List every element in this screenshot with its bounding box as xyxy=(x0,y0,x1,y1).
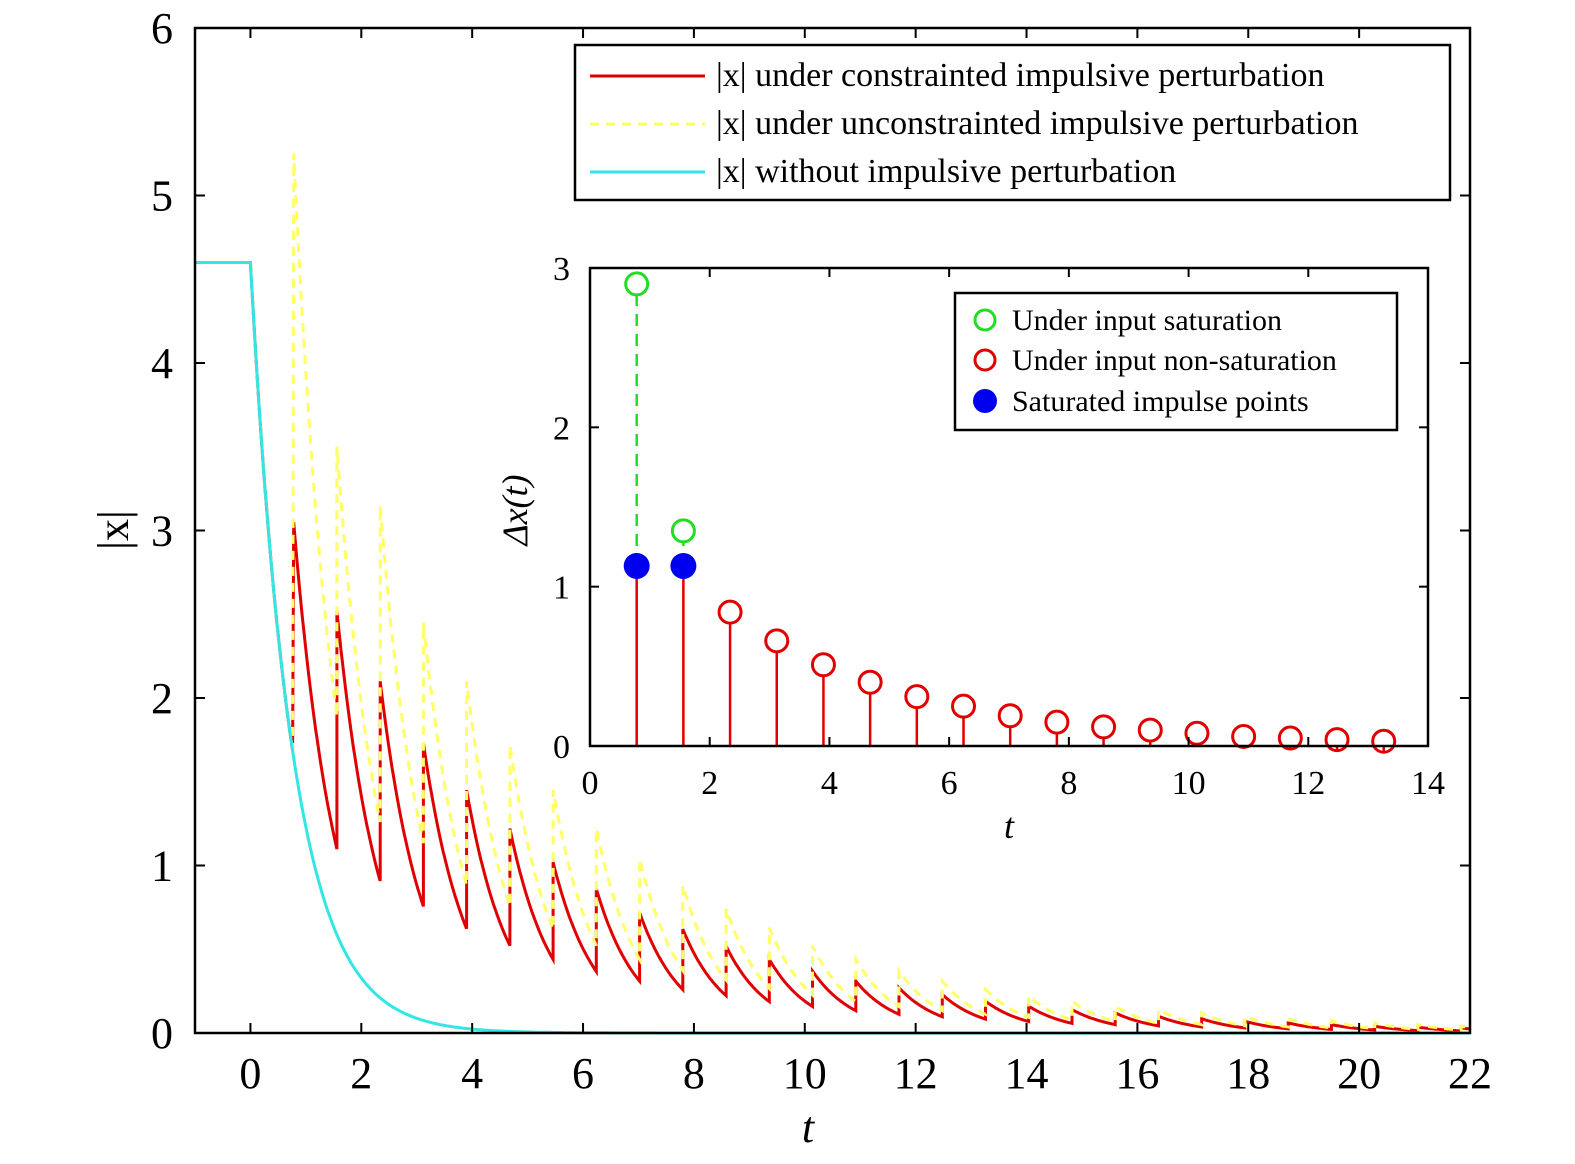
main-series-line xyxy=(195,261,1471,1033)
main-x-tick-label: 0 xyxy=(239,1049,261,1098)
main-x-tick-label: 10 xyxy=(783,1049,827,1098)
inset-legend-label-saturated-points: Saturated impulse points xyxy=(1012,385,1309,418)
inset-x-ticks: 0 2 4 6 8 10 12 14 xyxy=(582,268,1445,802)
inset-saturation-marker xyxy=(670,518,696,544)
inset-axes-frame xyxy=(588,266,1430,748)
main-series-line xyxy=(195,153,1471,1032)
main-x-ticks: 0 2 4 6 8 10 12 14 16 18 20 22 xyxy=(239,28,1492,1098)
main-y-tick-label: 0 xyxy=(151,1009,173,1058)
inset-nonsaturation-marker xyxy=(1044,709,1070,735)
main-x-label: t xyxy=(802,1103,816,1152)
inset-plot-area xyxy=(623,271,1397,754)
legend-label-unconstrained: |x| under unconstrainted impulsive pertu… xyxy=(716,105,1358,142)
main-x-tick-label: 18 xyxy=(1226,1049,1270,1098)
main-y-tick-label: 5 xyxy=(151,172,173,221)
inset-x-tick-label: 14 xyxy=(1411,765,1445,802)
inset-nonsaturation-marker xyxy=(997,703,1023,729)
legend-label-without: |x| without impulsive perturbation xyxy=(716,153,1176,190)
inset-y-ticks: 0 1 2 3 xyxy=(553,251,1428,766)
main-x-tick-label: 8 xyxy=(683,1049,705,1098)
inset-nonsaturation-marker xyxy=(764,628,790,654)
main-y-tick-label: 3 xyxy=(151,507,173,556)
main-legend: |x| under constrainted impulsive perturb… xyxy=(573,43,1452,202)
inset-x-tick-label: 2 xyxy=(701,765,718,802)
inset-nonsaturation-marker xyxy=(1137,717,1163,743)
main-x-tick-label: 22 xyxy=(1448,1049,1492,1098)
inset-x-tick-label: 4 xyxy=(821,765,838,802)
inset-legend-marker-nonsaturation xyxy=(973,348,997,372)
inset-x-tick-label: 6 xyxy=(941,765,958,802)
inset-nonsaturation-marker xyxy=(810,652,836,678)
inset-nonsaturation-marker xyxy=(1277,725,1303,751)
inset-x-tick-label: 8 xyxy=(1060,765,1077,802)
main-x-tick-label: 4 xyxy=(461,1049,483,1098)
inset-saturation-marker xyxy=(624,271,650,297)
main-x-tick-label: 14 xyxy=(1005,1049,1049,1098)
main-y-tick-label: 4 xyxy=(151,339,173,388)
inset-nonsaturation-marker xyxy=(1184,720,1210,746)
inset-y-tick-label: 1 xyxy=(553,570,570,607)
inset-nonsaturation-marker xyxy=(904,684,930,710)
inset-nonsaturation-marker xyxy=(1324,727,1350,753)
main-y-tick-label: 1 xyxy=(151,842,173,891)
inset-y-tick-label: 3 xyxy=(553,251,570,288)
inset-nonsaturation-marker xyxy=(951,693,977,719)
inset-nonsaturation-marker xyxy=(857,669,883,695)
inset-y-tick-label: 2 xyxy=(553,410,570,447)
legend-label-constrained: |x| under constrainted impulsive perturb… xyxy=(716,57,1324,94)
main-x-tick-label: 20 xyxy=(1337,1049,1381,1098)
inset-legend-marker-saturated-points xyxy=(973,389,997,413)
main-y-tick-label: 2 xyxy=(151,674,173,723)
inset-saturated-point-marker xyxy=(623,552,650,579)
inset-x-tick-label: 10 xyxy=(1172,765,1206,802)
inset-y-tick-label: 0 xyxy=(553,729,570,766)
inset-x-tick-label: 12 xyxy=(1291,765,1325,802)
main-x-tick-label: 2 xyxy=(350,1049,372,1098)
inset-legend-marker-saturation xyxy=(973,308,997,332)
inset-x-label: t xyxy=(1004,806,1015,846)
inset-nonsaturation-marker xyxy=(1371,728,1397,754)
main-x-tick-label: 16 xyxy=(1115,1049,1159,1098)
inset-nonsaturation-marker xyxy=(1231,723,1257,749)
inset-saturated-point-marker xyxy=(670,552,697,579)
main-x-tick-label: 6 xyxy=(572,1049,594,1098)
inset-legend-label-saturation: Under input saturation xyxy=(1012,304,1282,337)
inset-nonsaturation-marker xyxy=(1091,714,1117,740)
inset-y-label: Δx(t) xyxy=(495,474,535,547)
main-y-label: |x| xyxy=(89,510,138,550)
inset-nonsaturation-marker xyxy=(717,599,743,625)
inset-legend-box xyxy=(953,291,1399,432)
inset-legend-label-nonsaturation: Under input non-saturation xyxy=(1012,344,1337,377)
inset-legend: Under input saturation Under input non-s… xyxy=(953,291,1399,432)
main-y-tick-label: 6 xyxy=(151,4,173,53)
inset-x-tick-label: 0 xyxy=(582,765,599,802)
main-legend-box xyxy=(573,43,1452,202)
main-x-tick-label: 12 xyxy=(894,1049,938,1098)
